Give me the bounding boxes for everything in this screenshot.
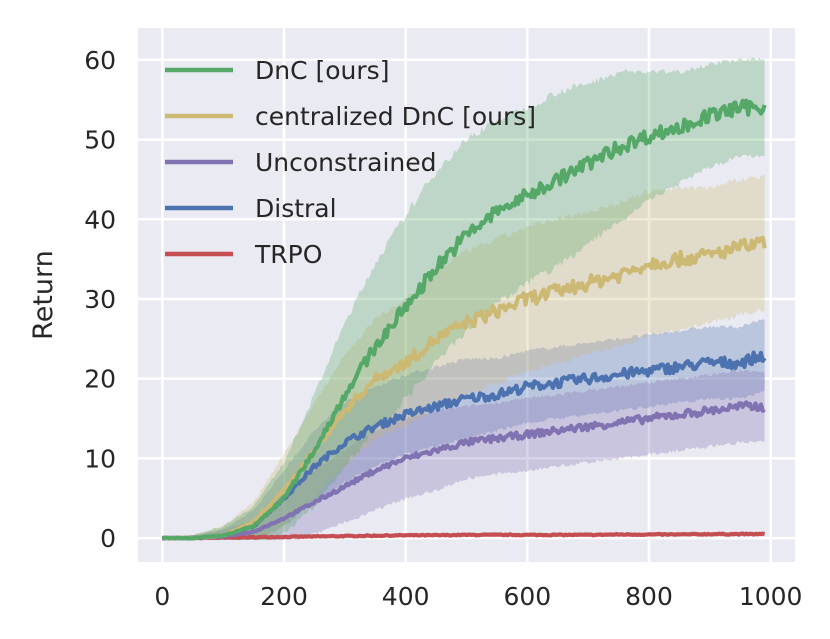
x-tick-label: 200 [260, 582, 308, 611]
series-lines [161, 98, 767, 541]
x-axis-ticks: 0 200 400 600 800 1000 [154, 582, 802, 611]
legend: DnC [ours] centralized DnC [ours] Unconstr… [165, 56, 536, 269]
series-line [161, 98, 767, 541]
x-tick-label: 800 [625, 582, 673, 611]
x-tick-label: 600 [503, 582, 551, 611]
series-line [162, 531, 765, 541]
legend-label: TRPO [254, 240, 322, 269]
legend-label: Distral [255, 194, 337, 223]
y-tick-label: 20 [84, 365, 116, 394]
legend-label: centralized DnC [ours] [255, 102, 536, 131]
y-tick-label: 0 [100, 524, 116, 553]
series-line [162, 400, 766, 541]
y-tick-label: 10 [84, 444, 116, 473]
y-axis-ticks: 0 10 20 30 40 50 60 [84, 46, 116, 553]
x-tick-label: 1000 [739, 582, 803, 611]
y-tick-label: 40 [84, 205, 116, 234]
legend-label: Unconstrained [255, 148, 437, 177]
plot-background [138, 28, 795, 562]
y-tick-label: 50 [84, 126, 116, 155]
series-band [162, 174, 765, 540]
y-axis-label: Return [28, 250, 59, 340]
grid [138, 28, 795, 562]
x-tick-label: 0 [154, 582, 170, 611]
x-tick-label: 400 [382, 582, 430, 611]
series-band [162, 369, 765, 540]
legend-label: DnC [ours] [255, 56, 389, 85]
y-tick-label: 30 [84, 285, 116, 314]
series-band [162, 57, 765, 540]
y-tick-label: 60 [84, 46, 116, 75]
series-line [161, 235, 767, 541]
